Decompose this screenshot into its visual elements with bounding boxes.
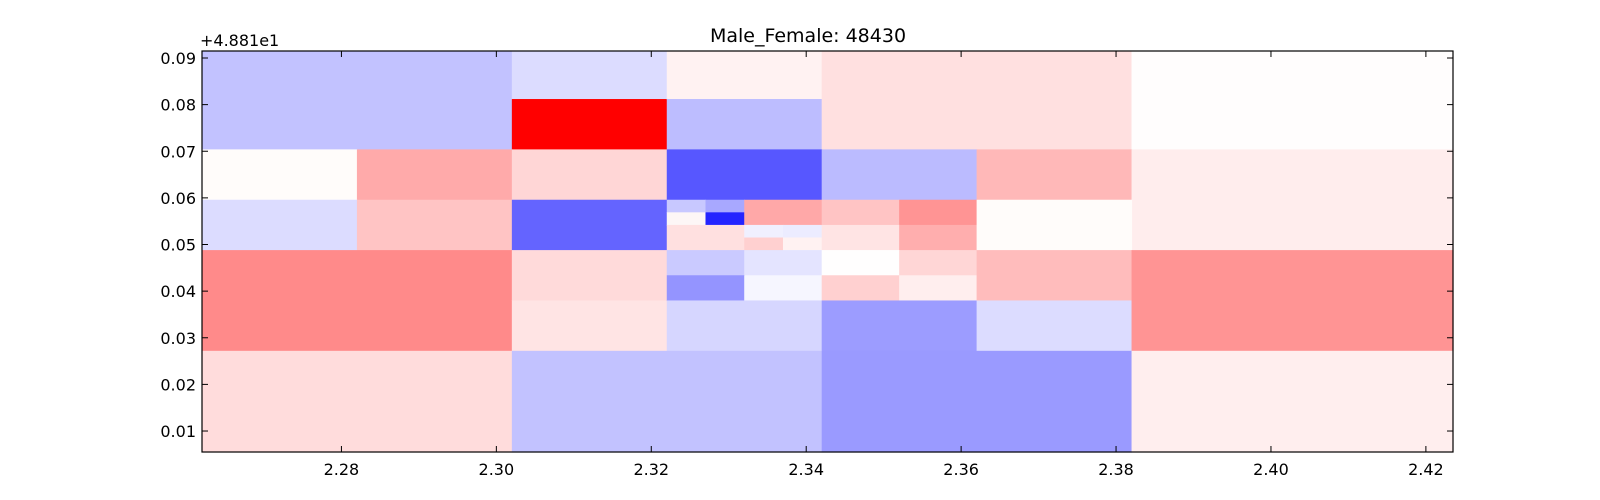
- x-tick-label: 2.34: [788, 460, 824, 479]
- heatmap-cell: [821, 250, 900, 276]
- heatmap-cell: [511, 199, 668, 251]
- heatmap-cell: [666, 199, 707, 213]
- heatmap-cell: [744, 237, 784, 251]
- y-tick-label: 0.05: [160, 236, 196, 255]
- heatmap-cell: [356, 199, 513, 251]
- heatmap-cell: [744, 250, 823, 276]
- y-tick-label: 0.03: [160, 329, 196, 348]
- y-axis-offset-label: +4.881e1: [200, 31, 279, 50]
- x-tick-label: 2.32: [633, 460, 669, 479]
- heatmap-cell: [666, 250, 745, 276]
- heatmap-cell: [744, 199, 823, 226]
- heatmap-cell: [976, 149, 1133, 201]
- y-tick-label: 0.04: [160, 282, 196, 301]
- y-tick-label: 0.09: [160, 49, 196, 68]
- heatmap-cell: [821, 224, 900, 251]
- heatmap-cell: [666, 224, 745, 251]
- heatmap-cell: [821, 199, 900, 226]
- y-tick-label: 0.07: [160, 142, 196, 161]
- y-tick-label: 0.08: [160, 96, 196, 115]
- heatmap-cell: [705, 199, 745, 213]
- x-tick-label: 2.42: [1408, 460, 1444, 479]
- x-tick-label: 2.36: [943, 460, 979, 479]
- heatmap-cell: [202, 250, 513, 352]
- y-tick-label: 0.06: [160, 189, 196, 208]
- heatmap-cell: [782, 224, 823, 239]
- heatmap-cell: [511, 350, 823, 453]
- heatmap-cell: [1131, 350, 1454, 453]
- chart-title: Male_Female: 48430: [710, 25, 906, 47]
- heatmap-cell: [976, 199, 1133, 251]
- heatmap-cell: [821, 350, 1133, 453]
- heatmap-cells: [202, 51, 1454, 453]
- heatmap-cell: [899, 275, 978, 302]
- y-tick-label: 0.01: [160, 422, 196, 441]
- heatmap-cell: [666, 275, 745, 302]
- heatmap-cell: [821, 149, 978, 201]
- x-tick-label: 2.28: [324, 460, 360, 479]
- heatmap-cell: [705, 212, 745, 226]
- plot-frame: [201, 50, 1454, 453]
- heatmap-cell: [511, 51, 668, 100]
- heatmap-cell: [511, 250, 668, 302]
- heatmap-cell: [666, 99, 823, 150]
- x-tick-label: 2.40: [1253, 460, 1289, 479]
- heatmap-cell: [821, 300, 978, 352]
- heatmap-cell: [202, 149, 358, 201]
- x-tick-labels: 2.28 2.30 2.32 2.34 2.36 2.38 2.40 2.42: [324, 460, 1444, 479]
- heatmap-cell: [976, 250, 1133, 302]
- heatmap-cell: [899, 250, 978, 276]
- x-tick-label: 2.30: [479, 460, 515, 479]
- heatmap-cell: [511, 300, 668, 352]
- heatmap-cell: [899, 224, 978, 251]
- heatmap-cell: [899, 199, 978, 226]
- y-tick-label: 0.02: [160, 375, 196, 394]
- heatmap-cell: [202, 350, 513, 453]
- heatmap-cell: [976, 300, 1133, 352]
- heatmap-cell: [782, 237, 823, 251]
- heatmap-cell: [666, 149, 823, 201]
- axis-ticks: [202, 51, 1453, 452]
- heatmap-cell: [666, 51, 823, 100]
- heatmap-cell: [511, 99, 668, 150]
- heatmap-cell: [1131, 51, 1454, 150]
- heatmap-cell: [821, 275, 900, 302]
- heatmap-cell: [744, 275, 823, 302]
- heatmap-cell: [511, 149, 668, 201]
- heatmap-cell: [202, 51, 513, 150]
- heatmap-cell: [1131, 250, 1454, 352]
- heatmap-cell: [666, 300, 823, 352]
- heatmap-cell: [1131, 149, 1454, 251]
- heatmap-cell: [666, 212, 707, 226]
- heatmap-cell: [202, 199, 358, 251]
- x-tick-label: 2.38: [1098, 460, 1134, 479]
- heatmap-cell: [744, 224, 784, 239]
- heatmap-cell: [821, 51, 1133, 150]
- heatmap-cell: [356, 149, 513, 201]
- y-tick-labels: 0.01 0.02 0.03 0.04 0.05 0.06 0.07 0.08 0.09: [160, 49, 196, 441]
